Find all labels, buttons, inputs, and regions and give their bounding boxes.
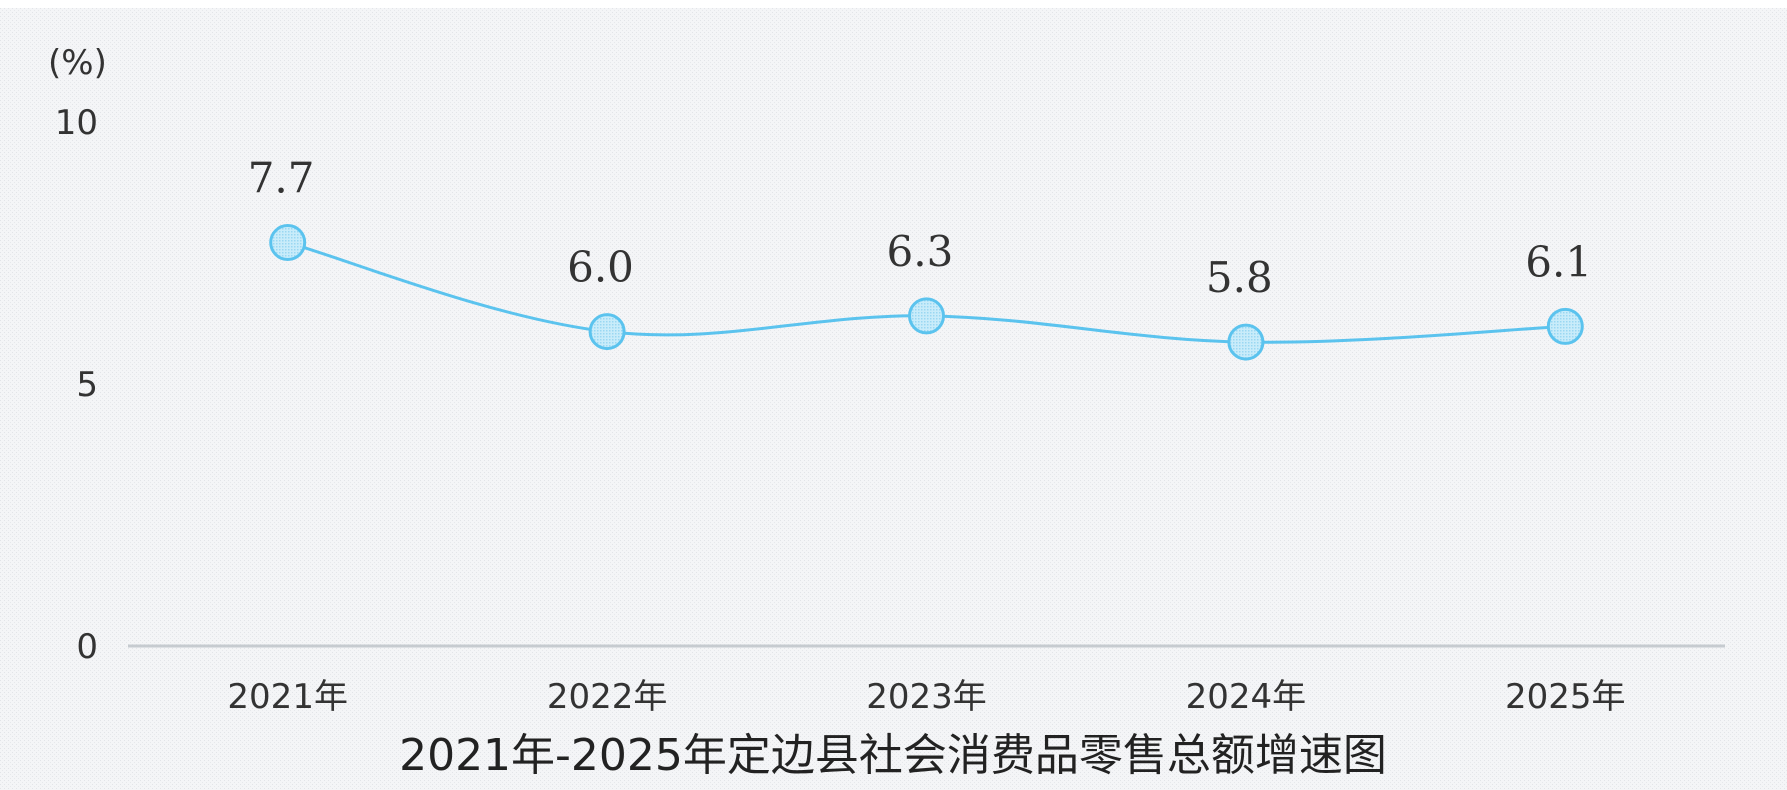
data-label: 7.7 [248, 154, 315, 203]
y-axis-unit-label: (%) [48, 43, 107, 83]
data-point [908, 297, 945, 335]
data-label: 5.8 [1206, 253, 1273, 302]
y-tick-label: 0 [76, 627, 98, 667]
x-tick-label: 2021年 [227, 677, 348, 717]
x-axis-ticks: 2021年 2022年 2023年 2024年 2025年 [227, 677, 1625, 717]
data-point [588, 313, 626, 351]
data-label: 6.1 [1525, 237, 1592, 286]
chart-background [0, 8, 1787, 790]
y-tick-label: 10 [55, 103, 98, 143]
data-point [1227, 323, 1265, 361]
data-point [1546, 307, 1584, 345]
data-point [269, 224, 307, 262]
data-label: 6.0 [567, 243, 634, 292]
y-axis-ticks: 0 5 10 [55, 103, 98, 667]
x-tick-label: 2022年 [547, 677, 668, 717]
chart-title: 2021年-2025年定边县社会消费品零售总额增速图 [399, 730, 1387, 781]
series-layer: 7.7 6.0 6.3 5.8 6.1 [248, 154, 1592, 361]
x-tick-label: 2025年 [1505, 677, 1626, 717]
y-tick-label: 5 [76, 365, 98, 405]
x-tick-label: 2023年 [866, 677, 987, 717]
data-label: 6.3 [887, 227, 954, 276]
x-tick-label: 2024年 [1186, 677, 1307, 717]
